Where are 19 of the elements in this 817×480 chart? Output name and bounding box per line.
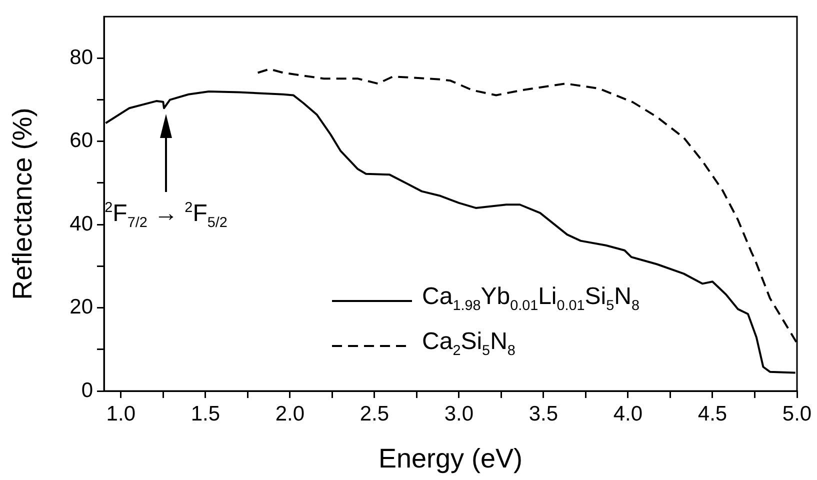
y-tick-label: 0: [81, 378, 93, 402]
y-axis-title: Reflectance (%): [8, 108, 38, 300]
annotation: $^{2}$F$_{7/2}$ → $^{2}$F$_{5/2}$: [104, 200, 228, 231]
x-tick-label: 1.5: [190, 402, 220, 426]
x-tick-label: 2.0: [275, 402, 305, 426]
y-tick-label: 40: [70, 212, 93, 236]
x-tick-label: 3.0: [444, 402, 474, 426]
x-tick-label: 1.0: [106, 402, 136, 426]
x-tick-label: 2.5: [360, 402, 390, 426]
x-axis-title: Energy (eV): [378, 443, 523, 474]
x-tick-label: 3.5: [528, 402, 558, 426]
y-tick-label: 60: [70, 129, 93, 152]
y-tick-label: 80: [70, 46, 93, 69]
legend-label: Ca$_{2}$Si$_{5}$N$_{8}$: [422, 326, 516, 361]
text: Ca$_{1.98}$Yb$_{0.01}$Li$_{0.01}$Si$_{5}$N$_{8}$: [422, 283, 640, 314]
x-tick-label: 4.0: [613, 402, 643, 426]
y-tick-label: 20: [70, 296, 93, 319]
x-tick-label: 5.0: [782, 402, 812, 426]
x-tick-label: 4.5: [698, 402, 728, 426]
